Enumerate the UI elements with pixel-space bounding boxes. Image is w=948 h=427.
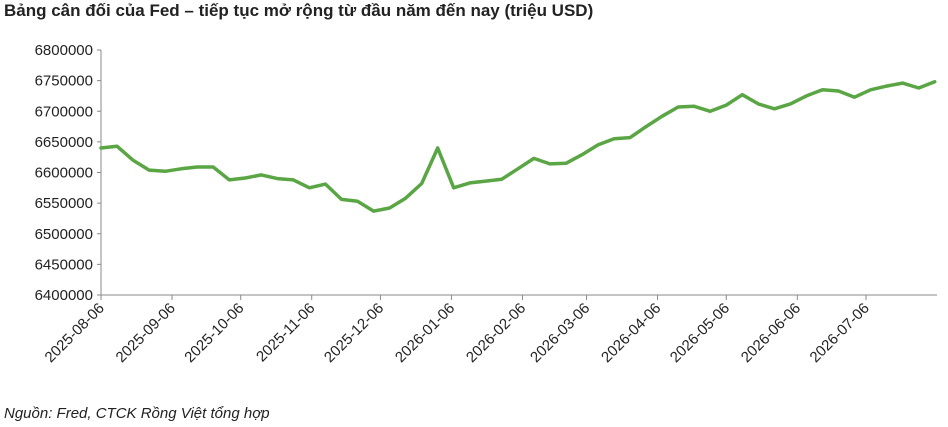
source-note: Nguồn: Fred, CTCK Rồng Việt tổng hợp (4, 405, 270, 422)
x-tick-label: 2026-01-06 (392, 300, 458, 366)
x-tick-label: 2025-12-06 (321, 300, 387, 366)
x-tick-label: 2026-04-06 (598, 300, 664, 366)
x-tick-label: 2026-03-06 (527, 300, 593, 366)
y-tick-label: 6450000 (35, 256, 93, 273)
x-tick-label: 2026-05-06 (667, 300, 733, 366)
x-tick-label: 2026-06-06 (738, 300, 804, 366)
x-tick-label: 2025-08-06 (42, 300, 108, 366)
x-tick-label: 2025-10-06 (181, 300, 247, 366)
y-tick-label: 6400000 (35, 287, 93, 304)
data-line (99, 80, 937, 213)
x-tick-label: 2025-11-06 (253, 300, 318, 365)
x-tick-label: 2025-09-06 (113, 300, 179, 366)
y-tick-label: 6800000 (35, 42, 93, 59)
y-tick-label: 6700000 (35, 103, 93, 120)
y-tick-label: 6500000 (35, 226, 93, 243)
x-tick-label: 2026-02-06 (463, 300, 529, 366)
y-tick-label: 6650000 (35, 134, 93, 151)
chart-title: Bảng cân đối của Fed – tiếp tục mở rộng … (4, 1, 593, 20)
y-tick-label: 6600000 (35, 165, 93, 182)
y-tick-label: 6550000 (35, 195, 93, 212)
x-tick-label: 2026-07-06 (807, 300, 873, 366)
y-tick-label: 6750000 (35, 73, 93, 90)
